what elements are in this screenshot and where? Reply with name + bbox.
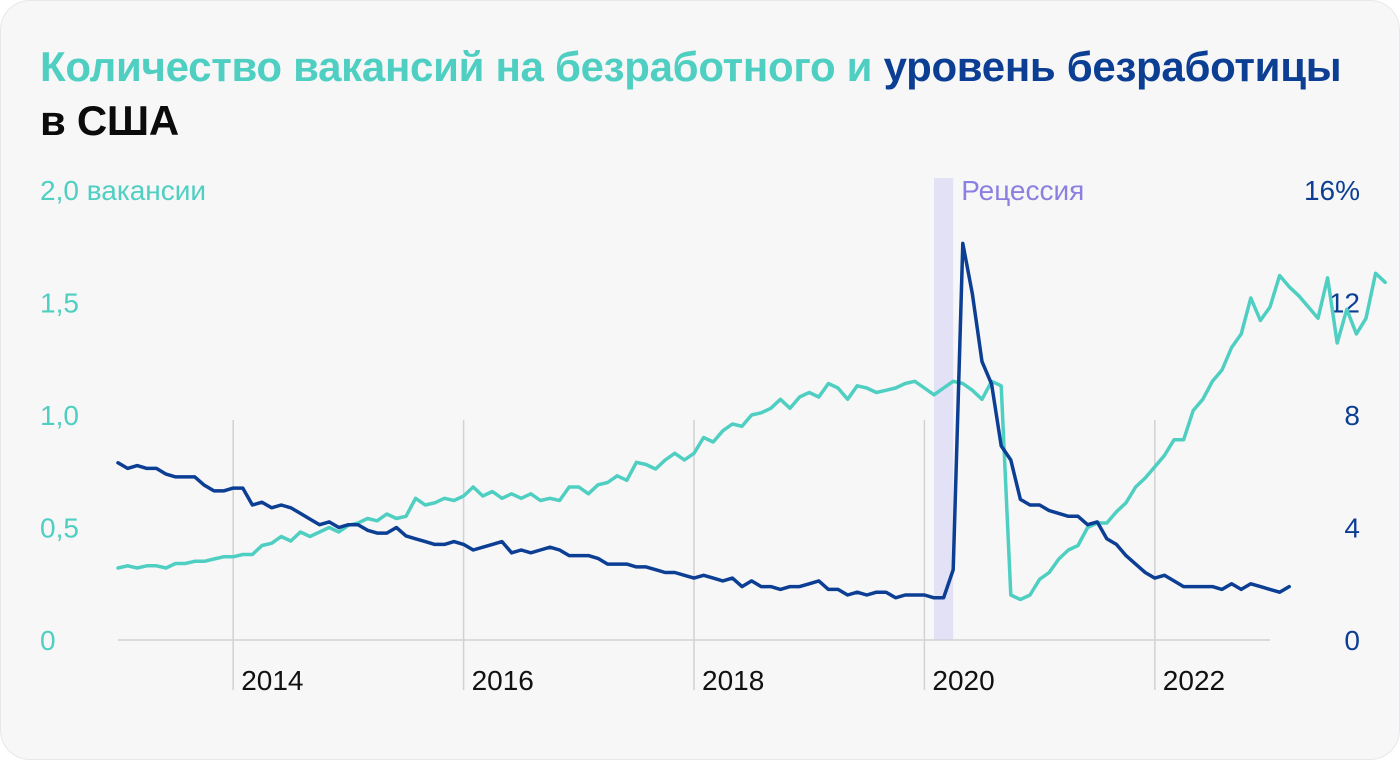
gridlines bbox=[232, 420, 1156, 690]
title-country-part: в США bbox=[40, 97, 179, 144]
x-tick-label: 2020 bbox=[932, 665, 994, 696]
x-tick-label: 2016 bbox=[472, 665, 534, 696]
series-layer bbox=[116, 241, 1387, 602]
unemployment-line bbox=[116, 241, 1291, 600]
y-axis-left: 2,0 вакансии 1,5 1,0 0,5 0 bbox=[40, 175, 206, 656]
x-axis: 2014 2016 2018 2020 2022 bbox=[241, 665, 1225, 696]
x-tick-label: 2018 bbox=[702, 665, 764, 696]
y-right-tick-label: 8 bbox=[1344, 400, 1360, 431]
vacancies-line bbox=[116, 271, 1387, 602]
y-left-tick-label: 0 bbox=[40, 625, 56, 656]
y-right-tick-label: 16% bbox=[1304, 175, 1360, 206]
recession-band bbox=[934, 178, 954, 640]
chart-title: Количество вакансий на безработного и ур… bbox=[40, 40, 1370, 148]
y-left-tick-label: 0,5 bbox=[40, 513, 79, 544]
recession-label: Рецессия bbox=[961, 175, 1084, 206]
title-unemployment-part: уровень безработицы bbox=[883, 43, 1342, 90]
x-tick-label: 2022 bbox=[1163, 665, 1225, 696]
title-vacancies-part: Количество вакансий на безработного и bbox=[40, 43, 884, 90]
y-right-tick-label: 4 bbox=[1344, 513, 1360, 544]
y-left-tick-label: 1,0 bbox=[40, 400, 79, 431]
y-left-tick-label: 1,5 bbox=[40, 288, 79, 319]
y-axis-right: 16% 12 8 4 0 bbox=[1304, 175, 1360, 656]
y-left-tick-label: 2,0 вакансии bbox=[40, 175, 206, 206]
y-right-tick-label: 0 bbox=[1344, 625, 1360, 656]
x-tick-label: 2014 bbox=[241, 665, 303, 696]
